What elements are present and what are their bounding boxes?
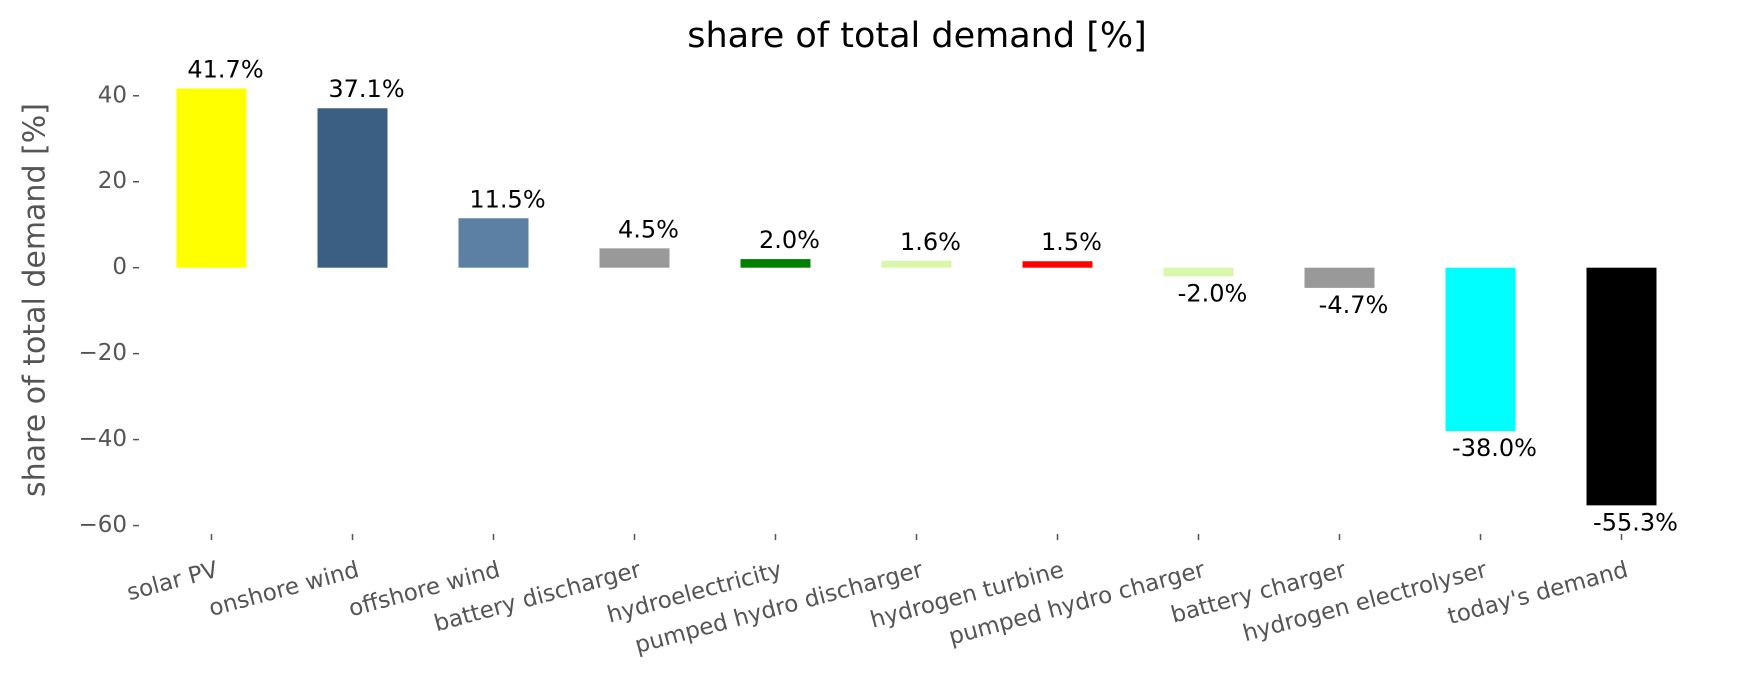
y-tick-label: 0 xyxy=(112,254,127,280)
value-label: 4.5% xyxy=(618,215,679,243)
y-tick-label: 40 xyxy=(98,82,127,108)
value-label: 1.6% xyxy=(900,228,961,256)
value-label: 2.0% xyxy=(759,226,820,254)
bar xyxy=(599,248,670,268)
y-axis-label: share of total demand [%] xyxy=(18,103,53,497)
y-tick-label: 20 xyxy=(98,168,127,194)
y-tick-label: −20 xyxy=(78,340,127,366)
bar xyxy=(176,88,247,268)
value-label: 41.7% xyxy=(187,55,263,83)
bar xyxy=(1445,267,1516,432)
value-label: 1.5% xyxy=(1041,228,1102,256)
bar xyxy=(1586,267,1657,506)
value-label: 11.5% xyxy=(469,185,545,213)
bar xyxy=(1304,267,1375,288)
bar xyxy=(881,260,952,268)
value-label: 37.1% xyxy=(328,75,404,103)
bar xyxy=(1022,261,1093,268)
value-label: -38.0% xyxy=(1452,434,1537,462)
y-tick-label: −60 xyxy=(78,512,127,538)
value-label: -2.0% xyxy=(1178,279,1248,307)
chart-title: share of total demand [%] xyxy=(687,16,1147,56)
bar xyxy=(317,108,388,268)
x-tick-label: onshore wind xyxy=(206,557,362,622)
value-label: -4.7% xyxy=(1319,291,1389,319)
value-label: -55.3% xyxy=(1593,508,1678,536)
y-tick-label: −40 xyxy=(78,426,127,452)
bar xyxy=(1163,267,1234,277)
bar xyxy=(740,259,811,268)
bar xyxy=(458,218,529,268)
